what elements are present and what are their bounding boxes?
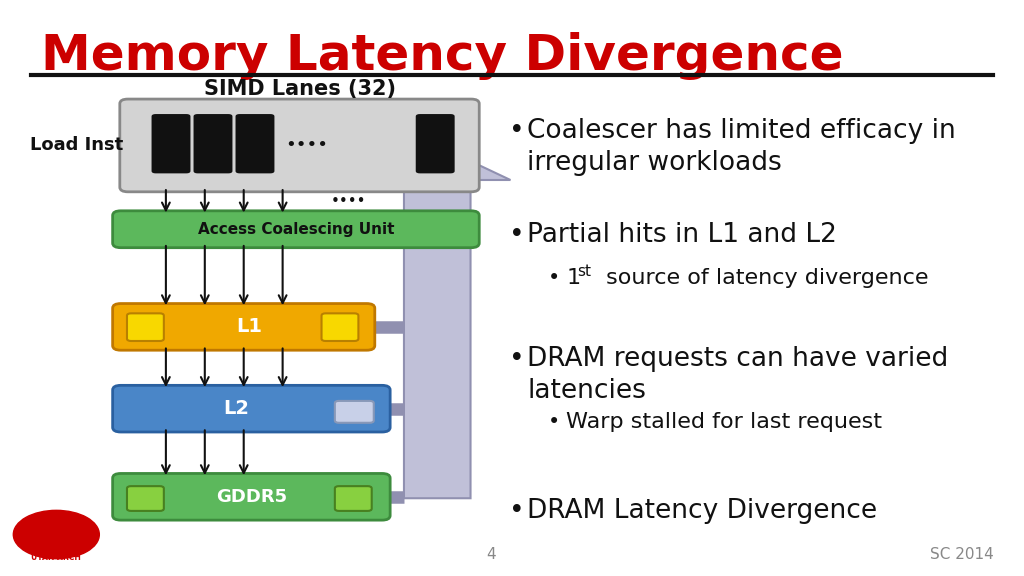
FancyBboxPatch shape [236,114,274,173]
Text: UTAH ARCH: UTAH ARCH [32,552,81,562]
Text: •: • [548,412,560,432]
Text: Partial hits in L1 and L2: Partial hits in L1 and L2 [527,222,838,248]
Text: SC 2014: SC 2014 [930,547,993,562]
Text: L1: L1 [236,317,262,336]
FancyBboxPatch shape [113,304,375,350]
FancyBboxPatch shape [113,211,479,248]
Text: DRAM requests can have varied
latencies: DRAM requests can have varied latencies [527,346,948,404]
Text: DRAM Latency Divergence: DRAM Latency Divergence [527,498,878,524]
FancyBboxPatch shape [113,473,390,520]
Text: 4: 4 [486,547,497,562]
Text: GDDR5: GDDR5 [216,488,287,506]
FancyArrow shape [365,145,510,498]
FancyBboxPatch shape [127,313,164,341]
Text: Warp stalled for last request: Warp stalled for last request [566,412,883,432]
FancyBboxPatch shape [322,313,358,341]
Text: •: • [509,222,524,248]
FancyBboxPatch shape [416,114,455,173]
Text: ••••: •••• [331,194,366,209]
Circle shape [13,510,99,559]
Text: ••••: •••• [286,137,329,154]
Text: source of latency divergence: source of latency divergence [599,268,929,288]
Text: •: • [509,498,524,524]
FancyBboxPatch shape [113,385,390,432]
Text: st: st [578,264,592,279]
Text: •: • [509,118,524,144]
FancyBboxPatch shape [335,401,374,423]
FancyBboxPatch shape [335,486,372,511]
Text: •: • [509,346,524,372]
FancyBboxPatch shape [120,99,479,192]
FancyBboxPatch shape [152,114,190,173]
Text: Access Coalescing Unit: Access Coalescing Unit [198,222,394,237]
Text: SIMD Lanes (32): SIMD Lanes (32) [204,79,395,99]
Text: •: • [548,268,560,288]
Text: L2: L2 [223,399,249,418]
Text: Load Inst: Load Inst [30,137,123,154]
Text: 1: 1 [566,268,581,288]
FancyBboxPatch shape [127,486,164,511]
Text: Coalescer has limited efficacy in
irregular workloads: Coalescer has limited efficacy in irregu… [527,118,956,176]
Text: Memory Latency Divergence: Memory Latency Divergence [41,32,844,79]
FancyBboxPatch shape [194,114,232,173]
